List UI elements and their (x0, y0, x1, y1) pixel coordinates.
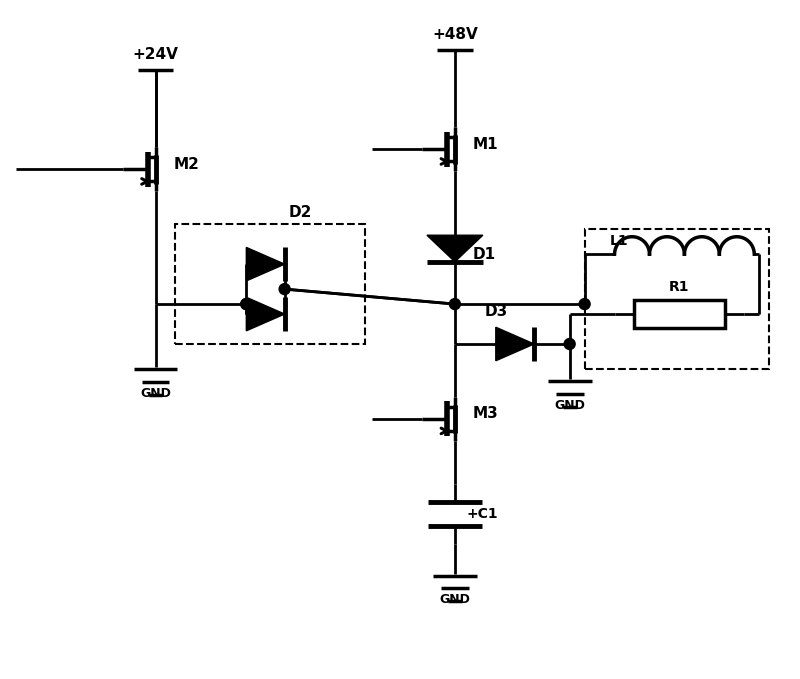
Text: GND: GND (140, 387, 171, 400)
Text: L1: L1 (610, 234, 628, 249)
Text: +48V: +48V (432, 26, 478, 41)
Text: D1: D1 (473, 246, 496, 261)
Circle shape (279, 284, 290, 295)
Circle shape (241, 299, 252, 310)
Circle shape (241, 299, 252, 310)
Text: M3: M3 (473, 406, 498, 422)
Text: +24V: +24V (133, 47, 178, 62)
Text: D3: D3 (485, 304, 508, 319)
Circle shape (579, 299, 590, 310)
Polygon shape (246, 247, 285, 281)
Text: GND: GND (554, 399, 585, 412)
Text: R1: R1 (669, 280, 690, 294)
Polygon shape (246, 297, 285, 331)
Bar (585, 230, 770, 369)
Text: M1: M1 (473, 137, 498, 152)
Text: D2: D2 (289, 205, 312, 220)
Circle shape (564, 339, 575, 350)
Text: GND: GND (439, 593, 470, 606)
Polygon shape (496, 327, 534, 361)
Bar (634, 300, 725, 328)
Circle shape (450, 299, 460, 310)
Text: +C1: +C1 (467, 507, 498, 521)
Bar (175, 224, 365, 344)
Text: M2: M2 (174, 157, 199, 172)
Polygon shape (427, 235, 483, 262)
